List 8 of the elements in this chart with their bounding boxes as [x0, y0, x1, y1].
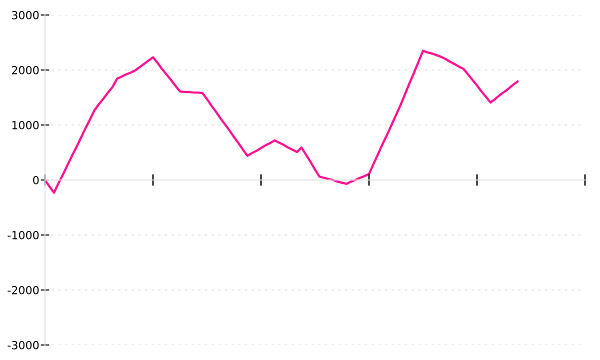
y-tick-label: -3000 [8, 340, 39, 350]
y-tick-label: 0 [33, 176, 39, 184]
y-tick-label: 3000 [12, 10, 39, 20]
y-tick-label: 2000 [12, 66, 39, 74]
y-tick-label: -2000 [8, 286, 39, 294]
y-tick-label: 1000 [12, 120, 39, 130]
y-tick-label: -1000 [8, 230, 39, 240]
line-series [45, 50, 519, 194]
